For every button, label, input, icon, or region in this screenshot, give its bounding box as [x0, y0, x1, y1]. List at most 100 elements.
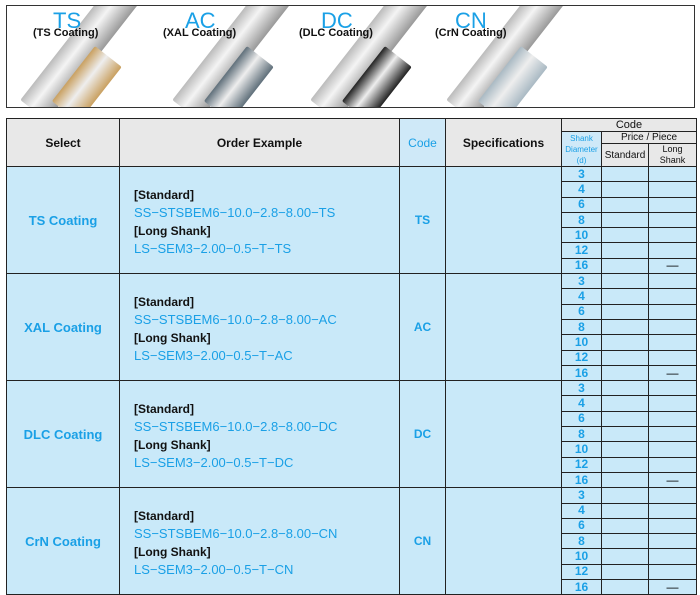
- table-row: 4: [7, 395, 698, 412]
- table-row: 10: [7, 227, 698, 244]
- price-long-shank: [647, 349, 698, 366]
- tool-image-cn: CN (CrN Coating): [433, 6, 603, 107]
- order-example: [Standard] SS−STSBEM6−10.0−2.8−8.00−CN […: [119, 487, 400, 595]
- shank-diameter[interactable]: 10: [561, 227, 602, 244]
- select-coating-link[interactable]: CrN Coating: [6, 487, 120, 595]
- long-shank-label: [Long Shank]: [134, 331, 211, 346]
- table-row: 6: [7, 303, 698, 320]
- shank-diameter[interactable]: 12: [561, 242, 602, 259]
- shank-diameter[interactable]: 6: [561, 303, 602, 320]
- price-standard: [601, 242, 649, 259]
- standard-example: SS−STSBEM6−10.0−2.8−8.00−DC: [134, 419, 338, 435]
- specifications-cell: [445, 487, 562, 595]
- price-long-shank: [647, 303, 698, 320]
- price-long-shank: —: [647, 471, 698, 489]
- price-long-shank: [647, 318, 698, 336]
- long-shank-label: [Long Shank]: [134, 545, 211, 560]
- shank-diameter[interactable]: 10: [561, 548, 602, 565]
- col-shank-diameter: Shank Diameter (d): [561, 131, 602, 167]
- shank-diameter[interactable]: 8: [561, 318, 602, 336]
- table-row: 6: [7, 196, 698, 213]
- order-example: [Standard] SS−STSBEM6−10.0−2.8−8.00−DC […: [119, 380, 400, 489]
- shank-diameter[interactable]: 12: [561, 349, 602, 366]
- shank-diameter[interactable]: 8: [561, 426, 602, 443]
- shank-diameter[interactable]: 10: [561, 441, 602, 458]
- price-long-shank: [647, 181, 698, 198]
- shank-diameter[interactable]: 6: [561, 517, 602, 535]
- long-shank-label: [Long Shank]: [134, 224, 211, 239]
- shank-diameter[interactable]: 8: [561, 211, 602, 229]
- price-long-shank: [647, 196, 698, 213]
- coating-code-label: DC: [321, 8, 353, 33]
- standard-label: [Standard]: [134, 295, 194, 310]
- specifications-cell: [445, 380, 562, 489]
- price-standard: [601, 334, 649, 351]
- price-standard: [601, 165, 649, 183]
- price-standard: [601, 456, 649, 473]
- standard-example: SS−STSBEM6−10.0−2.8−8.00−TS: [134, 205, 336, 221]
- price-long-shank: [647, 288, 698, 305]
- price-standard: [601, 181, 649, 198]
- price-long-shank: —: [647, 257, 698, 275]
- standard-label: [Standard]: [134, 188, 194, 203]
- price-long-shank: [647, 273, 698, 290]
- price-long-shank: [647, 380, 698, 397]
- price-long-shank: —: [647, 579, 698, 595]
- price-standard: [601, 502, 649, 519]
- shank-diameter[interactable]: 3: [561, 487, 602, 504]
- price-standard: [601, 548, 649, 565]
- shank-diameter[interactable]: 16: [561, 579, 602, 595]
- col-order-example: Order Example: [119, 118, 400, 167]
- shank-diameter[interactable]: 12: [561, 563, 602, 581]
- shank-diameter[interactable]: 3: [561, 273, 602, 290]
- select-coating-link[interactable]: DLC Coating: [6, 380, 120, 489]
- shank-diameter[interactable]: 6: [561, 410, 602, 428]
- price-long-shank: [647, 410, 698, 428]
- coating-code: TS: [399, 165, 446, 275]
- coating-code: AC: [399, 273, 446, 382]
- standard-example: SS−STSBEM6−10.0−2.8−8.00−AC: [134, 312, 337, 328]
- shank-diameter[interactable]: 4: [561, 502, 602, 519]
- select-coating-link[interactable]: XAL Coating: [6, 273, 120, 382]
- shank-diameter[interactable]: 8: [561, 533, 602, 550]
- select-coating-link[interactable]: TS Coating: [6, 165, 120, 275]
- price-standard: [601, 364, 649, 382]
- shank-diameter[interactable]: 3: [561, 380, 602, 397]
- price-standard: [601, 257, 649, 275]
- shank-diameter[interactable]: 4: [561, 288, 602, 305]
- long-shank-example: LS−SEM3−2.00−0.5−T−AC: [134, 348, 293, 364]
- table-row: 16 —: [7, 364, 698, 382]
- shank-diameter[interactable]: 16: [561, 364, 602, 382]
- table-row: 4: [7, 502, 698, 519]
- price-standard: [601, 426, 649, 443]
- product-table: Select Order Example Code Specifications…: [6, 118, 698, 595]
- coating-name-label: (CrN Coating): [435, 27, 507, 39]
- coating-code-label: AC: [185, 8, 216, 33]
- table-row: DLC Coating [Standard] SS−STSBEM6−10.0−2…: [6, 380, 698, 489]
- table-row: 12: [7, 563, 698, 581]
- order-example: [Standard] SS−STSBEM6−10.0−2.8−8.00−TS […: [119, 165, 400, 275]
- shank-diameter[interactable]: 6: [561, 196, 602, 213]
- shank-diameter[interactable]: 16: [561, 257, 602, 275]
- table-row: CrN Coating [Standard] SS−STSBEM6−10.0−2…: [6, 487, 698, 595]
- price-standard: [601, 273, 649, 290]
- col-code: Code: [399, 118, 446, 167]
- shank-diameter[interactable]: 3: [561, 165, 602, 183]
- price-standard: [601, 349, 649, 366]
- table-row: 10: [7, 441, 698, 458]
- shank-diameter[interactable]: 4: [561, 181, 602, 198]
- order-example: [Standard] SS−STSBEM6−10.0−2.8−8.00−AC […: [119, 273, 400, 382]
- long-shank-example: LS−SEM3−2.00−0.5−T−DC: [134, 455, 294, 471]
- table-row: TS Coating [Standard] SS−STSBEM6−10.0−2.…: [6, 165, 698, 275]
- shank-diameter[interactable]: 4: [561, 395, 602, 412]
- price-long-shank: [647, 211, 698, 229]
- table-row: 8: [7, 211, 698, 229]
- long-shank-example: LS−SEM3−2.00−0.5−T−TS: [134, 241, 292, 257]
- shank-diameter[interactable]: 12: [561, 456, 602, 473]
- price-standard: [601, 579, 649, 595]
- shank-diameter[interactable]: 10: [561, 334, 602, 351]
- shank-diameter[interactable]: 16: [561, 471, 602, 489]
- specifications-cell: [445, 165, 562, 275]
- coating-banner: TS (TS Coating) AC (XAL Coating) DC (DLC…: [6, 5, 695, 108]
- price-standard: [601, 441, 649, 458]
